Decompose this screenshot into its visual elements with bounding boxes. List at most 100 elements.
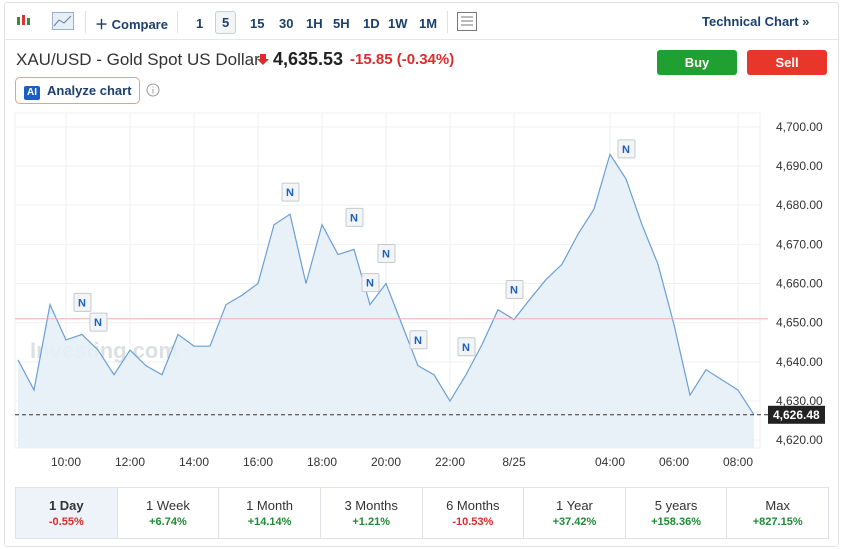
- period-change: +14.14%: [247, 516, 292, 528]
- interval-button[interactable]: 1H: [306, 16, 323, 31]
- period-tab[interactable]: 5 years +158.36%: [626, 488, 728, 538]
- separator: [85, 11, 86, 33]
- instrument-title: XAU/USD - Gold Spot US Dollar: [16, 50, 260, 69]
- period-tab[interactable]: 1 Month +14.14%: [219, 488, 321, 538]
- period-label: 3 Months: [344, 498, 398, 513]
- news-marker: [73, 292, 92, 312]
- info-icon[interactable]: [146, 83, 160, 97]
- buy-button[interactable]: Buy: [657, 50, 737, 75]
- change: -15.85: [350, 51, 393, 68]
- news-marker-label: N: [382, 249, 390, 261]
- interval-button[interactable]: 5H: [333, 16, 350, 31]
- news-marker-label: N: [510, 285, 518, 297]
- x-tick-label: 10:00: [51, 455, 81, 469]
- y-tick-label: 4,680.00: [776, 198, 823, 212]
- y-tick-label: 4,640.00: [776, 355, 823, 369]
- news-marker: [89, 312, 108, 332]
- ai-badge: AI: [24, 86, 40, 100]
- period-label: 1 Week: [146, 498, 190, 513]
- interval-button[interactable]: 1M: [419, 16, 438, 31]
- chart: 4,620.00 4,630.00 4,640.00 4,650.00 4,660.00…: [14, 112, 825, 469]
- analyze-label: Analyze chart: [47, 83, 132, 98]
- x-tick-label: 18:00: [307, 455, 337, 469]
- period-tab[interactable]: 1 Day -0.55%: [16, 488, 118, 538]
- price: 4,635.53: [273, 49, 344, 69]
- technical-chart-link[interactable]: Technical Chart »: [702, 14, 810, 29]
- y-tick-label: 4,670.00: [776, 237, 823, 251]
- period-change: +158.36%: [651, 516, 701, 528]
- period-tab[interactable]: 6 Months -10.53%: [423, 488, 525, 538]
- period-tabs: 1 Day -0.55% 1 Week +6.74% 1 Month +14.14% 3 M…: [15, 487, 829, 539]
- y-tick-label: 4,660.00: [776, 277, 823, 291]
- last-price-box: [768, 405, 825, 424]
- x-tick-label: 14:00: [179, 455, 209, 469]
- period-label: 6 Months: [446, 498, 500, 513]
- interval-button[interactable]: 1W: [388, 16, 408, 31]
- candles-icon[interactable]: [15, 13, 33, 29]
- news-marker-label: N: [414, 335, 422, 347]
- x-tick-label: 20:00: [371, 455, 401, 469]
- x-tick-label: 08:00: [723, 455, 753, 469]
- interval-button[interactable]: 30: [279, 16, 294, 31]
- toolbar: ＋ Compare 1 5 15 30 1H 5H 1D 1W 1M Technical Cha…: [5, 3, 838, 40]
- x-tick-label: 12:00: [115, 455, 145, 469]
- news-marker-label: N: [366, 278, 374, 290]
- x-tick-label: 22:00: [435, 455, 465, 469]
- news-marker-label: N: [94, 317, 102, 329]
- news-marker-label: N: [622, 144, 630, 156]
- compare-button[interactable]: ＋ Compare: [95, 17, 168, 32]
- news-marker-label: N: [78, 297, 86, 309]
- y-tick-label: 4,630.00: [776, 394, 823, 408]
- price-change: -15.85 (-0.34%): [350, 51, 454, 68]
- period-tab[interactable]: 1 Year +37.42%: [524, 488, 626, 538]
- news-marker: [345, 207, 364, 227]
- interval-button[interactable]: 15: [250, 16, 265, 31]
- x-tick-label: 06:00: [659, 455, 689, 469]
- period-change: +1.21%: [352, 516, 390, 528]
- period-tab[interactable]: Max +827.15%: [727, 488, 828, 538]
- interval-button[interactable]: 1: [196, 16, 204, 31]
- news-marker: [377, 244, 396, 263]
- area-icon[interactable]: [52, 12, 74, 30]
- news-marker: [281, 182, 300, 202]
- news-marker: [617, 139, 636, 159]
- x-tick-label: 8/25: [502, 455, 526, 469]
- change-pct: (-0.34%): [396, 51, 455, 68]
- y-tick-label: 4,690.00: [776, 159, 823, 173]
- news-marker: [361, 273, 380, 293]
- period-label: 1 Month: [246, 498, 294, 513]
- interval-button[interactable]: 1D: [363, 16, 380, 31]
- news-marker-label: N: [350, 212, 358, 224]
- table-icon[interactable]: [457, 12, 477, 31]
- y-tick-label: 4,700.00: [776, 120, 823, 134]
- news-marker-label: N: [462, 342, 470, 354]
- period-label: 1 Day: [48, 498, 84, 513]
- period-change: +827.15%: [752, 516, 803, 528]
- period-label: 1 Year: [556, 498, 593, 513]
- period-change: +6.74%: [149, 516, 187, 528]
- period-change: +37.42%: [552, 516, 597, 528]
- news-marker: [457, 337, 476, 357]
- separator: [177, 11, 178, 33]
- news-marker-label: N: [286, 187, 294, 199]
- widget: ＋ Compare 1 5 15 30 1H 5H 1D 1W 1M Technical Cha…: [4, 2, 839, 547]
- period-tab[interactable]: 3 Months +1.21%: [321, 488, 423, 538]
- y-tick-label: 4,650.00: [776, 316, 823, 330]
- x-tick-label: 16:00: [243, 455, 273, 469]
- news-marker: [505, 280, 524, 300]
- area: [18, 154, 754, 448]
- interval-button[interactable]: 5: [215, 11, 237, 34]
- sell-button[interactable]: Sell: [747, 50, 827, 75]
- last-price-label: 4,626.48: [773, 408, 820, 422]
- analyze-button[interactable]: AI Analyze chart: [15, 77, 140, 104]
- compare-label: Compare: [111, 17, 168, 32]
- separator: [447, 11, 448, 33]
- down-arrow: [257, 54, 269, 65]
- period-label: 5 years: [654, 498, 698, 513]
- news-marker: [409, 330, 428, 350]
- period-tab[interactable]: 1 Week +6.74%: [118, 488, 220, 538]
- period-label: Max: [765, 498, 790, 513]
- period-change: -10.53%: [452, 516, 494, 528]
- price-line: [17, 152, 755, 416]
